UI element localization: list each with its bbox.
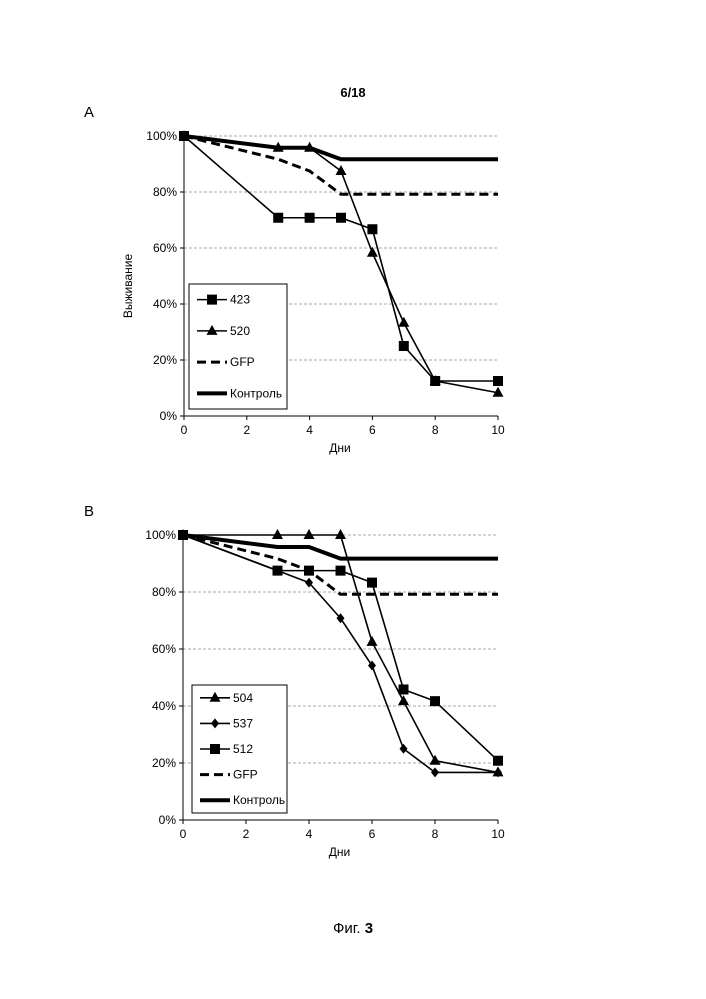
legend-label: 504 (233, 691, 253, 705)
x-tick-label: 0 (181, 423, 188, 437)
legend-label: Контроль (230, 386, 282, 400)
data-point-512 (178, 530, 188, 540)
data-point-423 (305, 213, 315, 223)
data-point-504 (272, 529, 283, 539)
caption-prefix: Фиг. (333, 920, 361, 937)
x-tick-label: 8 (432, 423, 439, 437)
figure-caption: Фиг. 3 (0, 920, 706, 937)
legend-label: 537 (233, 716, 253, 730)
x-tick-label: 10 (491, 827, 505, 841)
data-point-520 (398, 317, 409, 327)
y-tick-label: 40% (153, 297, 177, 311)
data-point-512 (304, 566, 314, 576)
legend-label: 512 (233, 742, 253, 756)
data-point-512 (430, 696, 440, 706)
chart-b: 0% 20% 40% 60% 80% 100% 0 2 4 6 8 10 Дни 504 537 512 GFP… (145, 528, 505, 859)
legend-label: Контроль (233, 793, 285, 807)
x-tick-label: 2 (243, 827, 250, 841)
legend-label: 423 (230, 293, 250, 307)
legend-label: GFP (233, 768, 258, 782)
x-tick-label: 6 (369, 423, 376, 437)
data-point-512 (336, 566, 346, 576)
data-point-512 (493, 756, 503, 766)
data-point-537 (431, 767, 439, 777)
x-tick-label: 0 (180, 827, 187, 841)
data-point-423 (493, 376, 503, 386)
y-tick-label: 100% (145, 528, 176, 542)
y-tick-label: 20% (153, 353, 177, 367)
data-point-512 (399, 684, 409, 694)
legend-label: 520 (230, 324, 250, 338)
data-point-520 (336, 165, 347, 175)
y-tick-label: 20% (152, 756, 176, 770)
data-point-504 (335, 529, 346, 539)
x-tick-label: 8 (432, 827, 439, 841)
x-tick-label: 4 (306, 423, 313, 437)
x-tick-label: 4 (306, 827, 313, 841)
data-point-504 (304, 529, 315, 539)
data-point-423 (367, 224, 377, 234)
legend: 423 520 GFP Контроль (189, 284, 287, 409)
x-tick-label: 2 (243, 423, 250, 437)
x-tick-label: 10 (491, 423, 505, 437)
y-tick-label: 80% (153, 185, 177, 199)
data-point-423 (399, 341, 409, 351)
y-tick-label: 60% (152, 642, 176, 656)
legend-label: GFP (230, 355, 255, 369)
caption-number: 3 (365, 920, 373, 937)
data-point-512 (273, 566, 283, 576)
data-point-512 (367, 578, 377, 588)
legend-marker-512 (210, 744, 220, 754)
y-tick-label: 100% (146, 129, 177, 143)
chart-a: 0% 20% 40% 60% 80% 100% 0 2 4 6 8 10 Дни Выживание 423… (121, 129, 505, 455)
y-tick-label: 0% (160, 409, 178, 423)
x-axis-label: Дни (329, 441, 350, 455)
y-tick-label: 40% (152, 699, 176, 713)
y-tick-label: 0% (159, 813, 177, 827)
y-tick-label: 80% (152, 585, 176, 599)
data-point-504 (367, 636, 378, 646)
y-axis-label: Выживание (121, 254, 135, 319)
y-tick-label: 60% (153, 241, 177, 255)
x-axis-label: Дни (329, 845, 350, 859)
legend-marker-423 (207, 295, 217, 305)
legend: 504 537 512 GFP Контроль (192, 685, 287, 813)
data-point-504 (398, 695, 409, 705)
data-point-504 (430, 755, 441, 765)
data-point-423 (273, 213, 283, 223)
x-tick-label: 6 (369, 827, 376, 841)
data-point-537 (400, 744, 408, 754)
data-point-423 (336, 213, 346, 223)
series-line-GFP (183, 535, 498, 594)
